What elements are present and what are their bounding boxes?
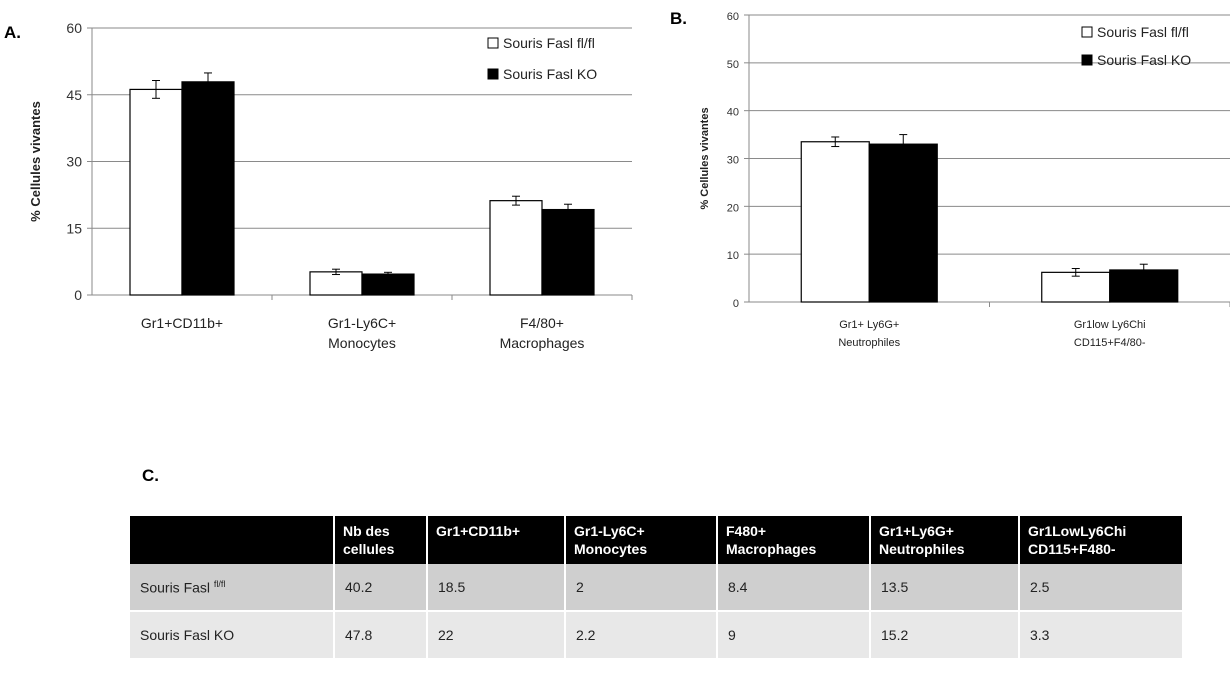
legend-label: Souris Fasl KO xyxy=(1097,52,1191,68)
bar-ko xyxy=(868,143,938,303)
table-header-cell: Gr1-Ly6C+ Monocytes xyxy=(565,516,718,565)
y-tick-label: 10 xyxy=(727,250,739,262)
bar-ko xyxy=(541,208,595,296)
y-tick-label: 40 xyxy=(727,107,739,119)
y-tick-label: 0 xyxy=(74,287,82,303)
table-cell: 47.8 xyxy=(334,611,428,659)
y-tick-label: 60 xyxy=(727,11,739,23)
table-cell: 2 xyxy=(565,564,718,613)
category-label: F4/80+ xyxy=(520,315,564,331)
header-text: Nb des xyxy=(343,523,390,539)
table-row: Souris Fasl KO 47.8 22 2.2 9 15.2 3.3 xyxy=(130,611,1182,659)
header-text: CD115+F480- xyxy=(1028,541,1116,558)
table-header-cell: Nb des cellules xyxy=(334,516,428,565)
table-header-row: Nb des cellules Gr1+CD11b+ Gr1-Ly6C+ Monocyt… xyxy=(130,516,1182,565)
table-cell: 2.2 xyxy=(565,611,718,659)
table-cell: 15.2 xyxy=(870,611,1020,659)
table-cell: 2.5 xyxy=(1019,564,1182,613)
bar-ko xyxy=(181,81,235,296)
category-label: Gr1+CD11b+ xyxy=(141,315,223,331)
legend-swatch xyxy=(487,37,499,49)
table-cell: 8.4 xyxy=(717,564,871,613)
table-header-cell: Gr1+CD11b+ xyxy=(427,516,566,565)
legend-swatch xyxy=(487,68,499,80)
y-axis-label: % Cellules vivantes xyxy=(699,107,711,209)
y-tick-label: 15 xyxy=(66,220,82,236)
y-tick-label: 50 xyxy=(727,59,739,71)
header-text: Gr1LowLy6Chi xyxy=(1028,523,1127,539)
bar-fl xyxy=(129,88,183,296)
category-label: Gr1-Ly6C+ xyxy=(328,315,396,331)
category-label: CD115+F4/80- xyxy=(1074,337,1146,349)
table-cell: 22 xyxy=(427,611,566,659)
y-tick-label: 45 xyxy=(66,87,82,103)
table-cell: 18.5 xyxy=(427,564,566,613)
legend-label: Souris Fasl fl/fl xyxy=(1097,24,1189,40)
chart-b: B. 0 10 20 30 40 50 60 % Cellules vivantes Gr1+ L… xyxy=(670,9,1230,349)
header-text: Neutrophiles xyxy=(879,541,965,558)
table-cell: 13.5 xyxy=(870,564,1020,613)
bar-fl xyxy=(1041,271,1111,303)
header-text: cellules xyxy=(343,541,395,558)
panel-label: A. xyxy=(4,23,21,42)
summary-table: Nb des cellules Gr1+CD11b+ Gr1-Ly6C+ Monocyt… xyxy=(130,516,1182,659)
header-text: Monocytes xyxy=(574,541,648,558)
table-header-cell: Gr1LowLy6Chi CD115+F480- xyxy=(1019,516,1182,565)
chart-a: A. 0 15 30 45 60 % Cellules vivantes Gr1+CD11b+… xyxy=(4,20,633,351)
header-text: F480+ xyxy=(726,523,767,539)
panel-label: B. xyxy=(670,9,687,28)
category-label: Gr1+ Ly6G+ xyxy=(839,319,899,331)
y-tick-label: 30 xyxy=(66,154,82,170)
y-tick-label: 20 xyxy=(727,202,739,214)
header-text: Gr1+Ly6G+ xyxy=(879,523,954,539)
category-label: Macrophages xyxy=(500,335,585,351)
category-label: Monocytes xyxy=(328,335,396,351)
y-tick-label: 60 xyxy=(66,20,82,36)
header-text: Macrophages xyxy=(726,541,817,558)
row-label: Souris Fasl KO xyxy=(130,611,335,659)
category-label: Neutrophiles xyxy=(838,337,900,349)
legend-swatch xyxy=(1081,26,1093,38)
header-text: Gr1+CD11b+ xyxy=(436,523,521,539)
legend-label: Souris Fasl fl/fl xyxy=(503,35,595,51)
legend-swatch xyxy=(1081,54,1093,66)
table-row: Souris Fasl fl/fl 40.2 18.5 2 8.4 13.5 2.5 xyxy=(130,564,1182,613)
table-body: Souris Fasl fl/fl 40.2 18.5 2 8.4 13.5 2.5 Sour… xyxy=(130,564,1182,659)
header-text: Gr1-Ly6C+ xyxy=(574,523,645,539)
bar-fl xyxy=(800,141,870,303)
bar-fl xyxy=(309,271,363,296)
table-header-cell: Gr1+Ly6G+ Neutrophiles xyxy=(870,516,1020,565)
y-tick-label: 0 xyxy=(733,298,739,310)
table-header-cell: F480+ Macrophages xyxy=(717,516,871,565)
category-label: Gr1low Ly6Chi xyxy=(1074,319,1146,331)
table-header-cell xyxy=(130,516,335,565)
y-axis-label: % Cellules vivantes xyxy=(28,101,43,222)
bar-fl xyxy=(489,200,543,296)
y-tick-label: 30 xyxy=(727,155,739,167)
row-label: Souris Fasl fl/fl xyxy=(130,564,335,613)
bar-ko xyxy=(361,273,415,296)
legend-label: Souris Fasl KO xyxy=(503,66,597,82)
table-cell: 40.2 xyxy=(334,564,428,613)
table-cell: 3.3 xyxy=(1019,611,1182,659)
table-cell: 9 xyxy=(717,611,871,659)
panel-label-c: C. xyxy=(142,466,159,485)
